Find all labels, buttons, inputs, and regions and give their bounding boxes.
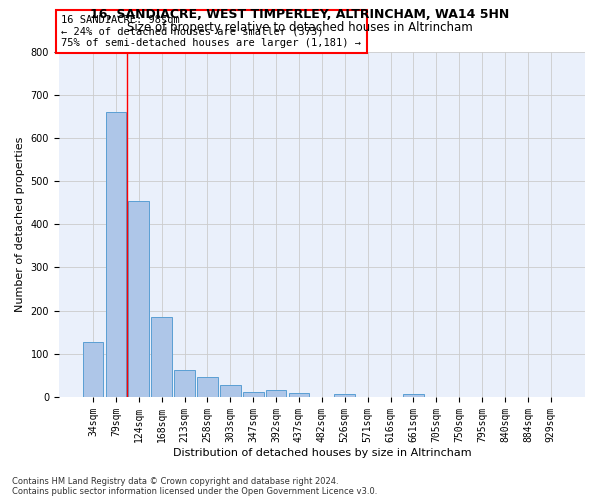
Text: 16 SANDIACRE: 98sqm
← 24% of detached houses are smaller (373)
75% of semi-detac: 16 SANDIACRE: 98sqm ← 24% of detached ho… <box>61 15 361 48</box>
Bar <box>334 394 355 397</box>
X-axis label: Distribution of detached houses by size in Altrincham: Distribution of detached houses by size … <box>173 448 471 458</box>
Text: Contains public sector information licensed under the Open Government Licence v3: Contains public sector information licen… <box>12 487 377 496</box>
Bar <box>106 112 126 397</box>
Text: 16, SANDIACRE, WEST TIMPERLEY, ALTRINCHAM, WA14 5HN: 16, SANDIACRE, WEST TIMPERLEY, ALTRINCHA… <box>91 8 509 20</box>
Text: Size of property relative to detached houses in Altrincham: Size of property relative to detached ho… <box>127 21 473 34</box>
Text: Contains HM Land Registry data © Crown copyright and database right 2024.: Contains HM Land Registry data © Crown c… <box>12 477 338 486</box>
Bar <box>151 317 172 397</box>
Bar <box>128 202 149 397</box>
Y-axis label: Number of detached properties: Number of detached properties <box>15 136 25 312</box>
Bar <box>220 385 241 397</box>
Bar <box>289 393 309 397</box>
Bar <box>83 342 103 397</box>
Bar <box>243 392 263 397</box>
Bar <box>266 390 286 397</box>
Bar <box>197 376 218 397</box>
Bar <box>403 394 424 397</box>
Bar <box>174 370 195 397</box>
